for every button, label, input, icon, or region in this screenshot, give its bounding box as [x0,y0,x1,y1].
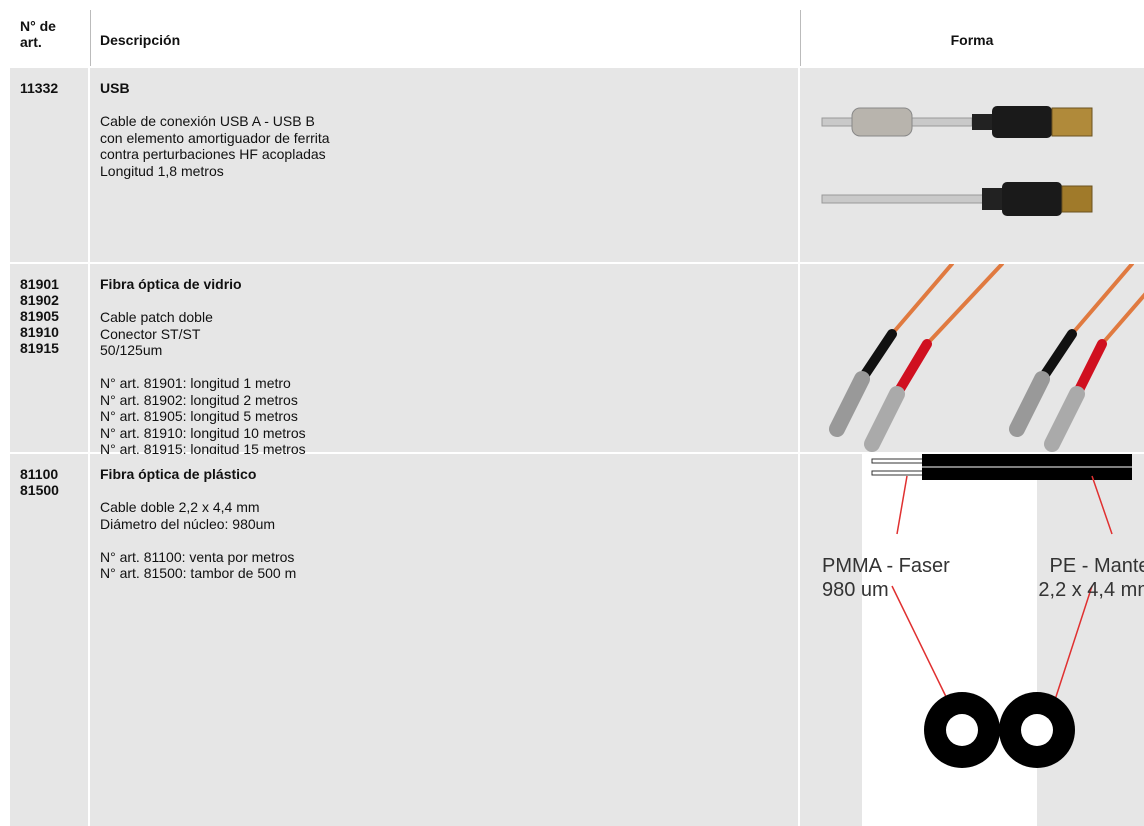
fiber-cable-image [829,264,1144,452]
article-number: 81901 [20,276,59,292]
product-title: Fibra óptica de plástico [100,466,257,482]
header-art: N° de art. [20,18,56,50]
article-number: 81902 [20,292,59,308]
article-number: 81915 [20,340,59,356]
article-number: 81500 [20,482,59,498]
article-number: 81100 [20,466,59,482]
article-numbers: 11332 [20,80,58,96]
table-row: PMMA - Faser 980 um PE - Mantel 2,2 x 4,… [10,454,1144,826]
product-title: USB [100,80,130,96]
article-number: 81910 [20,324,59,340]
description: Fibra óptica de plástico Cable doble 2,2 … [100,466,296,582]
description-line: 50/125um [100,342,163,358]
description-line: N° art. 81902: longitud 2 metros [100,391,298,408]
column-rule [90,10,91,66]
paragraph: Cable doble 2,2 x 4,4 mm Diámetro del núc… [100,499,296,532]
description-line: Cable doble 2,2 x 4,4 mm [100,499,260,515]
article-numbers: 81901 81902 81905 81910 81915 [20,276,59,356]
header-description: Descripción [100,32,181,48]
article-number: 81905 [20,308,59,324]
description-line: Cable patch doble [100,309,213,325]
description-line: N° art. 81500: tambor de 500 m [100,565,297,581]
description-line: N° art. 81100: venta por metros [100,548,295,565]
description-line: con elemento amortiguador de ferrita [100,129,330,146]
header-form: Forma [950,32,994,48]
paragraph: N° art. 81100: venta por metros N° art. 8… [100,549,296,582]
description-line: contra perturbaciones HF acopladas [100,146,326,162]
description: Fibra óptica de vidrio Cable patch doble C… [100,276,306,491]
image-label: 980 um [822,579,889,601]
image-label: PE - Mantel [1050,555,1144,577]
description-line: N° art. 81915: longitud 15 metros [100,441,306,457]
paragraph: N° art. 81901: longitud 1 metro N° art. 8… [100,375,306,458]
description-line: N° art. 81901: longitud 1 metro [100,375,291,391]
description-line: Longitud 1,8 metros [100,162,224,179]
description-line: N° art. 81905: longitud 5 metros [100,408,298,424]
table-row: 81901 81902 81905 81910 81915 Fibra óptica de… [10,264,1144,490]
column-rule [800,10,801,66]
description-line: Conector ST/ST [100,325,201,342]
description-line: Diámetro del núcleo: 980um [100,515,276,532]
description-line: Cable de conexión USB A - USB B [100,113,315,129]
image-label: 2,2 x 4,4 mm [1038,579,1144,601]
image-label: PMMA - Faser [822,555,950,577]
paragraph: Cable patch doble Conector ST/ST 50/125um [100,309,306,359]
product-title: Fibra óptica de vidrio [100,276,242,292]
article-numbers: 81100 81500 [20,466,59,498]
usb-cable-image [821,106,1093,216]
plastic-fiber-diagram: PMMA - Faser 980 um PE - Mantel 2,2 x 4,… [822,454,1144,826]
article-number: 11332 [20,80,59,96]
description-line: N° art. 81910: longitud 10 metros [100,424,306,441]
